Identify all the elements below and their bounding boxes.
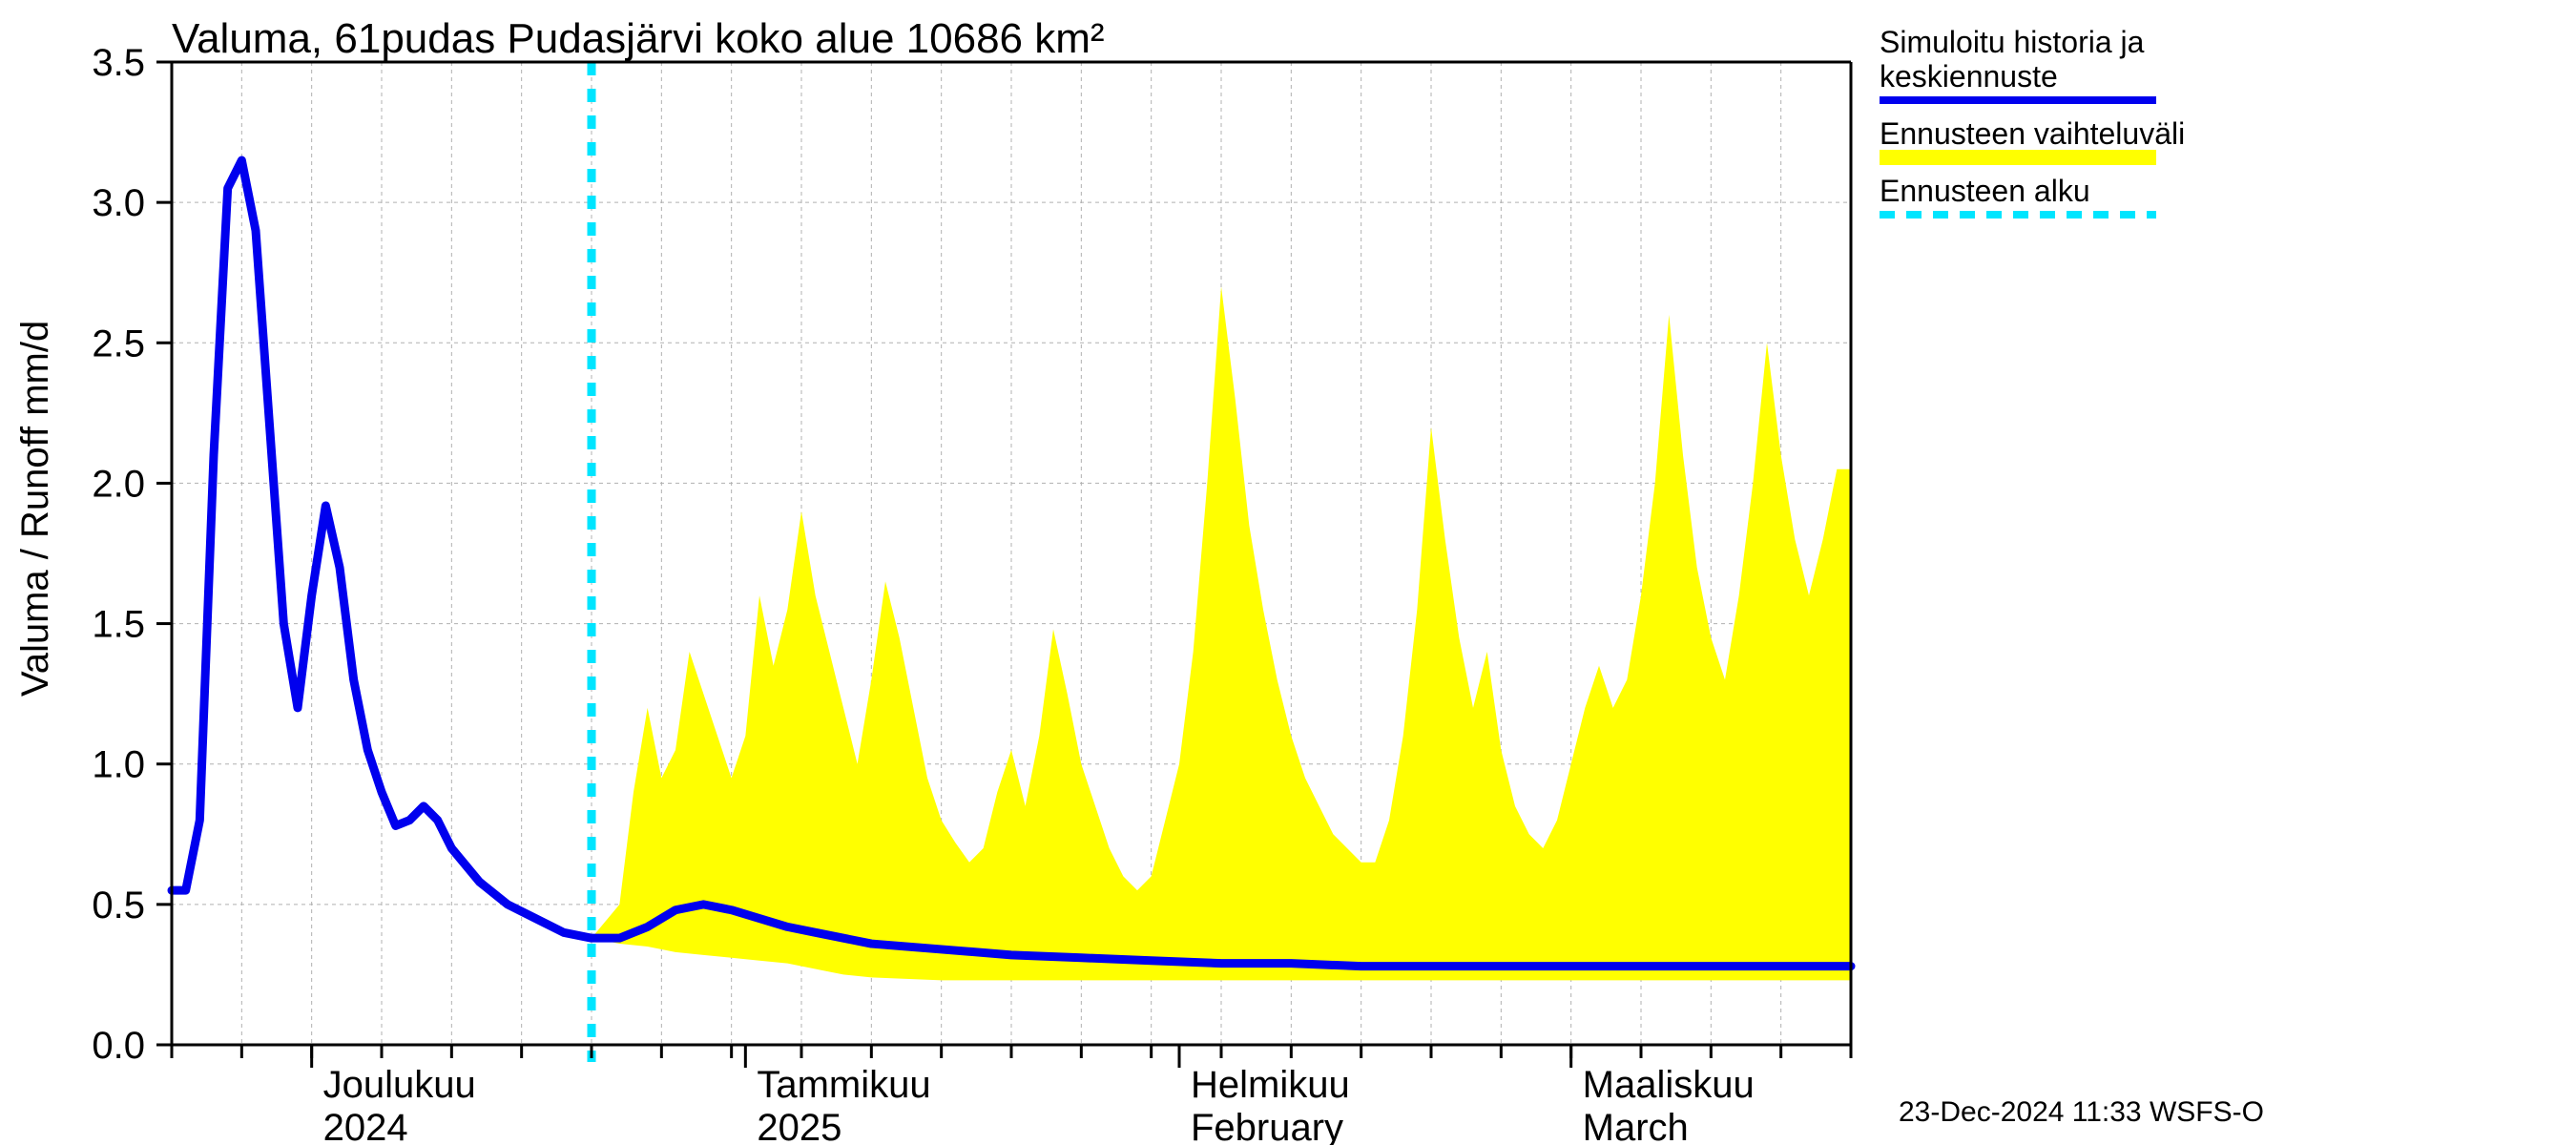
x-month-label-top: Tammikuu bbox=[757, 1064, 930, 1106]
legend-label: Ennusteen alku bbox=[1880, 174, 2090, 208]
x-month-label-bottom: February bbox=[1191, 1107, 1343, 1145]
x-month-label-top: Helmikuu bbox=[1191, 1064, 1350, 1106]
y-tick-label: 1.5 bbox=[92, 604, 145, 646]
y-tick-label: 3.5 bbox=[92, 42, 145, 84]
x-month-label-top: Joulukuu bbox=[323, 1064, 476, 1106]
chart-container: 0.0 0.5 1.0 1.5 2.0 2.5 3.0 3.5 Joulukuu2024 Tamm… bbox=[0, 0, 2576, 1145]
y-tick-label: 2.0 bbox=[92, 463, 145, 505]
y-tick-label: 1.0 bbox=[92, 744, 145, 786]
x-month-label-top: Maaliskuu bbox=[1583, 1064, 1755, 1106]
y-tick-label: 3.0 bbox=[92, 182, 145, 224]
legend-label: Ennusteen vaihteluväli bbox=[1880, 116, 2185, 151]
y-tick-label: 0.0 bbox=[92, 1025, 145, 1067]
legend-label: Simuloitu historia ja bbox=[1880, 25, 2145, 59]
x-month-label-bottom: 2025 bbox=[757, 1107, 841, 1145]
legend-label: keskiennuste bbox=[1880, 59, 2058, 94]
x-month-label-bottom: 2024 bbox=[323, 1107, 408, 1145]
chart-title: Valuma, 61pudas Pudasjärvi koko alue 106… bbox=[172, 15, 1105, 62]
x-month-label-bottom: March bbox=[1583, 1107, 1689, 1145]
legend-swatch bbox=[1880, 150, 2156, 165]
y-axis-title: Valuma / Runoff mm/d bbox=[14, 321, 56, 697]
y-tick-label: 0.5 bbox=[92, 885, 145, 926]
footer-timestamp: 23-Dec-2024 11:33 WSFS-O bbox=[1899, 1096, 2264, 1128]
y-tick-label: 2.5 bbox=[92, 323, 145, 364]
runoff-chart: 0.0 0.5 1.0 1.5 2.0 2.5 3.0 3.5 Joulukuu2024 Tamm… bbox=[0, 0, 2576, 1145]
